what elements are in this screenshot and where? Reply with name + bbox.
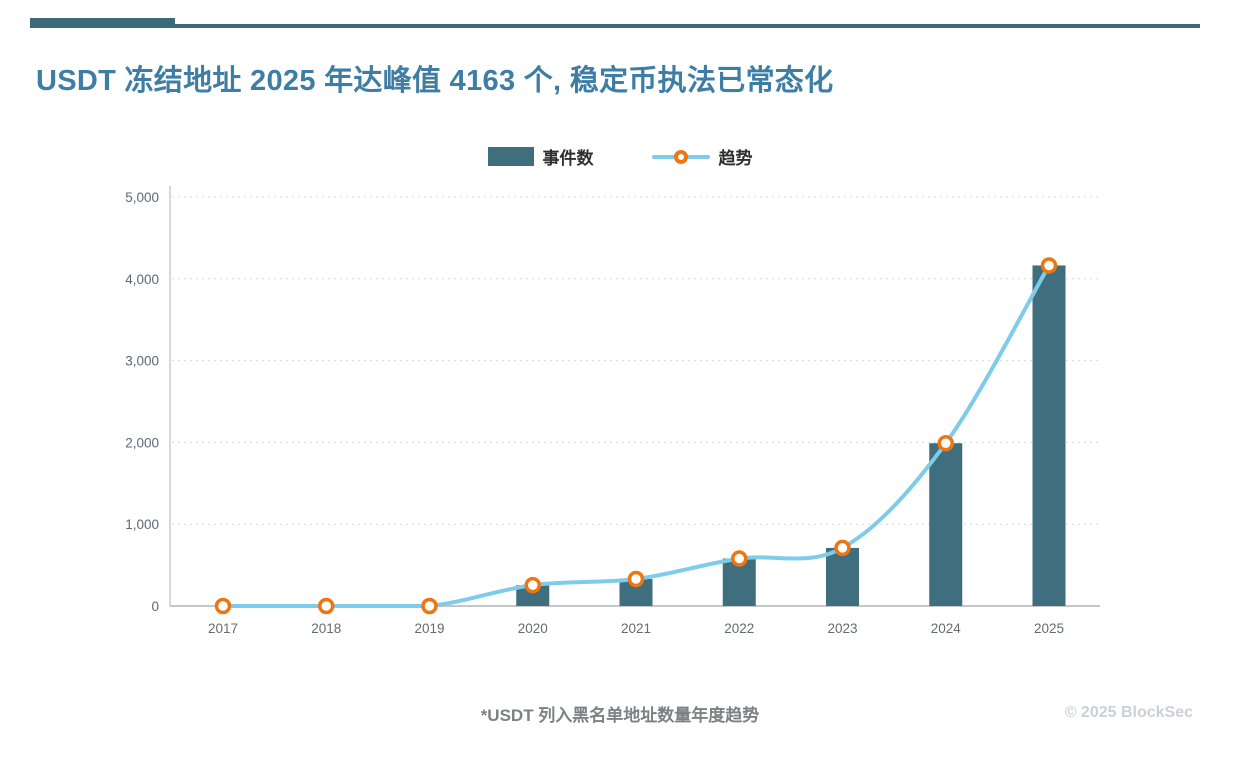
trend-marker-2023 — [834, 539, 851, 557]
legend-item-trend: 趋势 — [651, 144, 753, 169]
trend-marker-2017 — [214, 597, 232, 615]
trend-marker-2019 — [421, 597, 438, 615]
bar-2024 — [929, 443, 963, 606]
header-accent-bar — [30, 18, 175, 28]
trend-marker-icon — [673, 149, 688, 164]
chart-legend: 事件数 趋势 — [0, 144, 1240, 169]
legend-item-events: 事件数 — [487, 144, 594, 169]
bar-2025 — [1032, 265, 1066, 606]
x-tick-label-2019: 2019 — [414, 621, 444, 636]
y-tick-label-3000: 3,000 — [125, 354, 159, 369]
x-tick-label-2020: 2020 — [518, 621, 548, 636]
y-tick-label-5000: 5,000 — [125, 190, 159, 205]
legend-label-trend: 趋势 — [718, 149, 753, 168]
chart-caption: *USDT 列入黑名单地址数量年度趋势 — [480, 706, 760, 725]
trend-line-swatch — [651, 149, 710, 164]
y-tick-label-1000: 1,000 — [125, 517, 159, 532]
trend-marker-2022 — [731, 550, 748, 567]
copyright-text: © 2025 BlockSec — [1064, 704, 1193, 721]
x-tick-label-2021: 2021 — [621, 621, 651, 636]
x-tick-label-2017: 2017 — [208, 621, 238, 636]
y-tick-label-0: 0 — [151, 599, 159, 614]
bar-2020 — [516, 585, 550, 606]
legend-label-events: 事件数 — [542, 149, 594, 168]
x-tick-label-2025: 2025 — [1034, 621, 1064, 636]
bar-series-swatch — [487, 147, 534, 166]
trend-line — [221, 263, 1051, 608]
trend-marker-2021 — [627, 570, 645, 588]
y-tick-label-2000: 2,000 — [125, 435, 159, 450]
bar-2023 — [826, 547, 859, 606]
page-title: USDT 冻结地址 2025 年达峰值 4163 个, 稳定币执法已常态化 — [36, 65, 834, 97]
x-tick-label-2018: 2018 — [311, 621, 341, 636]
chart-canvas: 0 1,000 2,000 3,000 4,000 5,000 2017 2018 2019 20… — [125, 186, 1100, 636]
x-tick-label-2023: 2023 — [827, 621, 857, 636]
trend-marker-2020 — [524, 576, 541, 594]
trend-marker-2024 — [937, 434, 954, 452]
x-tick-label-2024: 2024 — [931, 621, 962, 636]
x-tick-label-2022: 2022 — [724, 621, 754, 636]
trend-marker-2018 — [318, 597, 335, 615]
y-tick-label-4000: 4,000 — [125, 272, 159, 287]
header-accent-line — [175, 24, 1200, 28]
trend-marker-2025 — [1040, 257, 1058, 274]
